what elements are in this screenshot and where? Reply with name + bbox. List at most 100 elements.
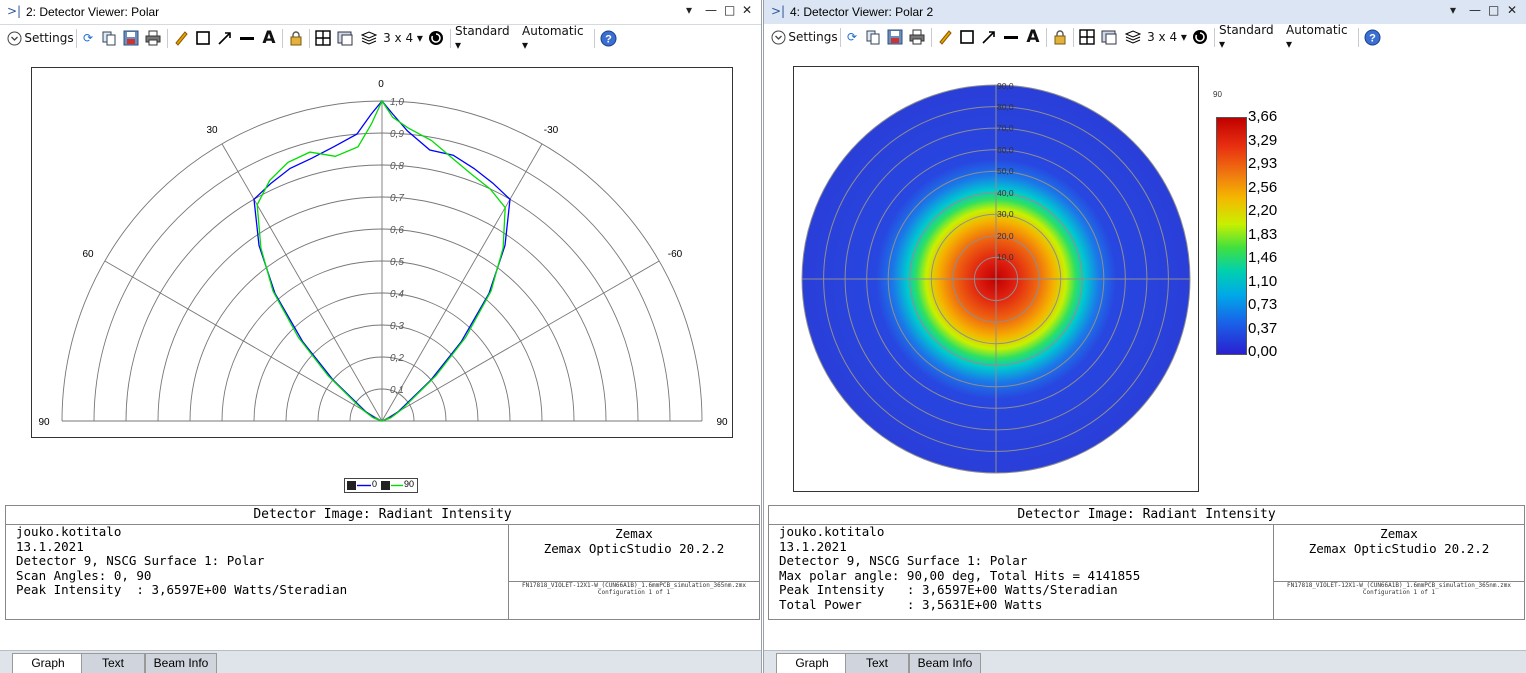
refresh-icon[interactable]: ⟳: [846, 30, 858, 44]
maximize-icon[interactable]: □: [724, 3, 736, 17]
window-pin-icon[interactable]: >|: [771, 4, 786, 18]
info-vendor-box: Zemax Zemax OpticStudio 20.2.2 FN17818_V…: [1273, 525, 1524, 619]
auto-update-icon[interactable]: [427, 28, 445, 48]
window-layout-icon[interactable]: [1100, 27, 1118, 47]
rectangle-tool-icon[interactable]: [194, 28, 212, 48]
colorbar-tick: 2,56: [1248, 179, 1278, 196]
help-icon[interactable]: ?: [599, 28, 617, 48]
tab-beam-info[interactable]: Beam Info: [145, 653, 217, 673]
standard-dropdown[interactable]: Standard ▾: [1219, 23, 1274, 51]
radial-label: 0,9: [390, 129, 404, 140]
radial-label: 20,0: [997, 231, 1014, 241]
info-detector: Detector 9, NSCG Surface 1: Polar: [779, 553, 1028, 569]
copy-icon[interactable]: [100, 28, 118, 48]
automatic-dropdown[interactable]: Automatic ▾: [522, 24, 584, 52]
layout-dropdown[interactable]: 3 x 4 ▾: [383, 31, 423, 45]
rectangle-tool-icon[interactable]: [958, 27, 976, 47]
save-icon[interactable]: [122, 28, 140, 48]
info-vendor: Zemax: [615, 526, 653, 541]
tab-graph[interactable]: Graph: [776, 653, 848, 673]
grid-icon[interactable]: [314, 28, 332, 48]
standard-dropdown[interactable]: Standard ▾: [455, 24, 510, 52]
maximize-icon[interactable]: □: [1488, 3, 1500, 17]
colorbar-tick: 2,93: [1248, 155, 1278, 172]
radial-label: 80,0: [997, 102, 1014, 112]
colorbar-tick: 3,66: [1248, 108, 1278, 125]
lock-icon[interactable]: [1051, 27, 1069, 47]
arrow-tool-icon[interactable]: [980, 27, 998, 47]
pencil-icon[interactable]: [936, 27, 954, 47]
window-titlebar[interactable]: >| 4: Detector Viewer: Polar 2 ▾ — □ ✕: [764, 0, 1526, 25]
layout-dropdown[interactable]: 3 x 4 ▾: [1147, 30, 1187, 44]
chart-legend[interactable]: 0 90: [344, 478, 418, 493]
radial-label: 1,0: [390, 97, 404, 108]
window-layout-icon[interactable]: [336, 28, 354, 48]
settings-button[interactable]: Settings: [24, 31, 74, 45]
text-tool-icon[interactable]: A: [262, 28, 276, 48]
polar-plot[interactable]: 0 30 -30 60 -60 90 90 0,1 0,2 0,3 0,4 0,…: [32, 68, 732, 437]
info-file-box: FN17818_VIOLET-12X1-W_(CUN66A1B)_1.6mmPC…: [1274, 581, 1524, 596]
lock-icon[interactable]: [287, 28, 305, 48]
automatic-dropdown[interactable]: Automatic ▾: [1286, 23, 1348, 51]
line-tool-icon[interactable]: [238, 28, 256, 48]
info-vendor-box: Zemax Zemax OpticStudio 20.2.2 FN17818_V…: [508, 525, 759, 619]
minimize-icon[interactable]: —: [1469, 3, 1481, 17]
minimize-icon[interactable]: —: [705, 3, 717, 17]
save-icon[interactable]: [886, 27, 904, 47]
settings-button[interactable]: Settings: [788, 30, 838, 44]
polar-grid-spoke: [221, 143, 383, 422]
close-icon[interactable]: ✕: [742, 3, 753, 17]
arrow-tool-icon[interactable]: [216, 28, 234, 48]
dropdown-arrow-icon[interactable]: ▾: [686, 3, 693, 17]
radial-label: 0,7: [390, 193, 404, 204]
layers-icon[interactable]: [1124, 27, 1142, 47]
svg-text:?: ?: [605, 33, 612, 45]
info-user: jouko.kotitalo: [16, 524, 122, 539]
settings-chevron-icon[interactable]: [6, 28, 22, 48]
auto-update-icon[interactable]: [1191, 27, 1209, 47]
radial-label: 0,6: [390, 225, 404, 236]
info-config: Configuration 1 of 1: [1362, 589, 1436, 596]
grid-icon[interactable]: [1078, 27, 1096, 47]
info-max-polar-angle: Max polar angle: 90,00 deg, Total Hits =…: [779, 567, 1141, 583]
text-tool-icon[interactable]: A: [1026, 27, 1040, 47]
info-title: Detector Image: Radiant Intensity: [6, 506, 759, 525]
help-icon[interactable]: ?: [1363, 27, 1381, 47]
angle-label-0: 0: [378, 79, 384, 90]
view-tabs: Graph Text Beam Info: [0, 650, 761, 673]
layers-icon[interactable]: [360, 28, 378, 48]
polar-grid-spoke: [381, 260, 660, 422]
refresh-icon[interactable]: ⟳: [82, 31, 94, 45]
legend-checkbox-0[interactable]: [347, 481, 356, 490]
angle-label-30: 30: [206, 125, 218, 136]
toolbar: Settings ⟳ A 3 x 4 ▾ Standard ▾ Automati…: [764, 23, 1526, 51]
info-detector: Detector 9, NSCG Surface 1: Polar: [16, 553, 265, 569]
dropdown-arrow-icon[interactable]: ▾: [1450, 3, 1457, 17]
tab-beam-info[interactable]: Beam Info: [909, 653, 981, 673]
info-title: Detector Image: Radiant Intensity: [769, 506, 1524, 525]
window-titlebar[interactable]: >| 2: Detector Viewer: Polar ▾ — □ ✕: [0, 0, 761, 25]
colorbar-tick: 0,37: [1248, 320, 1278, 337]
tab-graph[interactable]: Graph: [12, 653, 84, 673]
info-config: Configuration 1 of 1: [597, 589, 671, 596]
legend-checkbox-90[interactable]: [381, 481, 390, 490]
tab-text[interactable]: Text: [81, 653, 145, 673]
settings-chevron-icon[interactable]: [770, 27, 786, 47]
line-tool-icon[interactable]: [1002, 27, 1020, 47]
angle-label-neg60: -60: [668, 249, 683, 260]
legend-label-90: 90: [404, 479, 415, 489]
print-icon[interactable]: [144, 28, 162, 48]
polar-grid-spoke: [104, 260, 383, 422]
tab-text[interactable]: Text: [845, 653, 909, 673]
colorbar-header: 90: [1213, 90, 1222, 99]
copy-icon[interactable]: [864, 27, 882, 47]
pencil-icon[interactable]: [172, 28, 190, 48]
close-icon[interactable]: ✕: [1507, 3, 1518, 17]
polar-intensity-map[interactable]: 10,0 20,0 30,0 40,0 50,0 60,0 70,0 80,0 …: [794, 67, 1198, 491]
angle-label-90-right: 90: [716, 417, 728, 428]
radial-label: 0,4: [390, 289, 404, 300]
window-pin-icon[interactable]: >|: [7, 4, 22, 18]
print-icon[interactable]: [908, 27, 926, 47]
radial-label: 90,0: [997, 81, 1014, 91]
info-date: 13.1.2021: [779, 538, 847, 554]
